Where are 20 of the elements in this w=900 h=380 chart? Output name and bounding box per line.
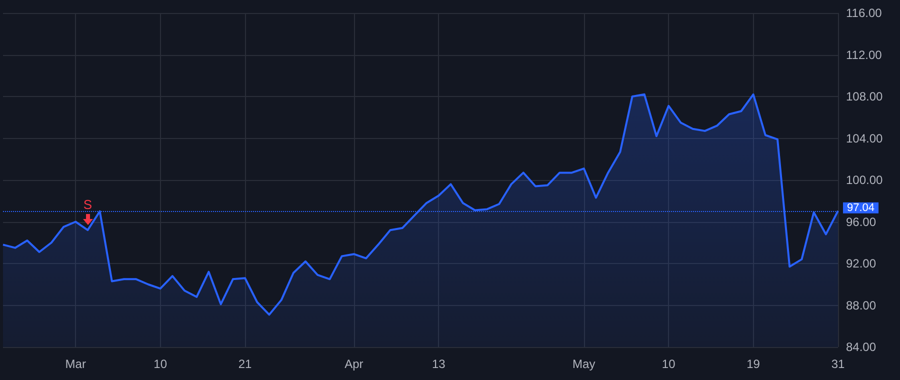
x-tick-label: Mar — [65, 357, 86, 371]
x-tick-label: 21 — [238, 357, 252, 371]
y-tick-label: 116.00 — [846, 6, 882, 20]
y-tick-label: 104.00 — [846, 131, 884, 146]
x-tick-label: 10 — [154, 357, 168, 371]
y-tick-label: 108.00 — [846, 90, 884, 104]
y-tick-label: 92.00 — [846, 256, 876, 270]
y-tick-label: 84.00 — [846, 340, 876, 354]
x-tick-label: 10 — [662, 357, 676, 371]
x-tick-label: 13 — [432, 357, 446, 371]
y-tick-label: 112.00 — [846, 48, 882, 62]
annotation: S — [83, 197, 92, 212]
x-tick-label: Apr — [344, 357, 364, 371]
y-tick-label: 96.00 — [846, 214, 876, 229]
y-tick-label: 100.00 — [846, 173, 884, 187]
x-tick-label: 19 — [746, 357, 760, 371]
x-tick-label: 31 — [831, 357, 845, 371]
ref-line-label: 97.04 — [847, 202, 875, 214]
x-tick-label: May — [572, 357, 596, 371]
y-tick-label: 88.00 — [846, 298, 876, 312]
